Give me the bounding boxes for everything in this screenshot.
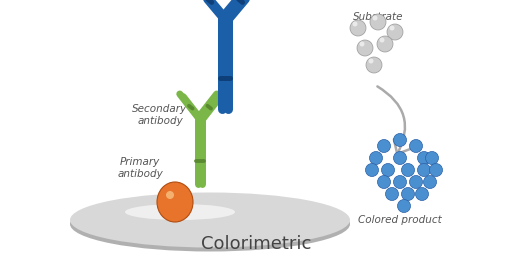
Ellipse shape [397,200,411,213]
Ellipse shape [70,196,350,251]
FancyArrowPatch shape [377,87,411,154]
Text: Colored product: Colored product [358,215,442,225]
Ellipse shape [359,42,365,47]
Ellipse shape [352,22,357,27]
Ellipse shape [166,191,174,199]
Ellipse shape [394,175,407,189]
Ellipse shape [386,188,398,200]
Ellipse shape [417,151,431,164]
Ellipse shape [377,36,393,52]
Ellipse shape [377,175,391,189]
Ellipse shape [423,175,437,189]
Ellipse shape [425,151,438,164]
Ellipse shape [370,151,382,164]
Ellipse shape [157,182,193,222]
Ellipse shape [390,26,395,31]
Text: Colorimetric: Colorimetric [201,235,311,253]
Ellipse shape [377,139,391,153]
Ellipse shape [410,139,422,153]
Ellipse shape [410,175,422,189]
Ellipse shape [394,134,407,146]
Ellipse shape [387,24,403,40]
Ellipse shape [366,57,382,73]
Text: Substrate: Substrate [353,12,403,22]
Text: Primary
antibody: Primary antibody [117,157,163,179]
Ellipse shape [366,164,378,176]
Ellipse shape [416,188,429,200]
Text: Secondary
antibody: Secondary antibody [133,104,187,126]
Ellipse shape [370,14,386,30]
Ellipse shape [125,204,235,220]
Ellipse shape [381,164,395,176]
Ellipse shape [350,20,366,36]
Ellipse shape [430,164,442,176]
Ellipse shape [369,58,373,63]
Ellipse shape [401,188,415,200]
Ellipse shape [394,151,407,164]
Ellipse shape [401,164,415,176]
Ellipse shape [417,164,431,176]
Ellipse shape [379,38,385,43]
Ellipse shape [70,193,350,247]
Ellipse shape [357,40,373,56]
Ellipse shape [373,16,377,21]
